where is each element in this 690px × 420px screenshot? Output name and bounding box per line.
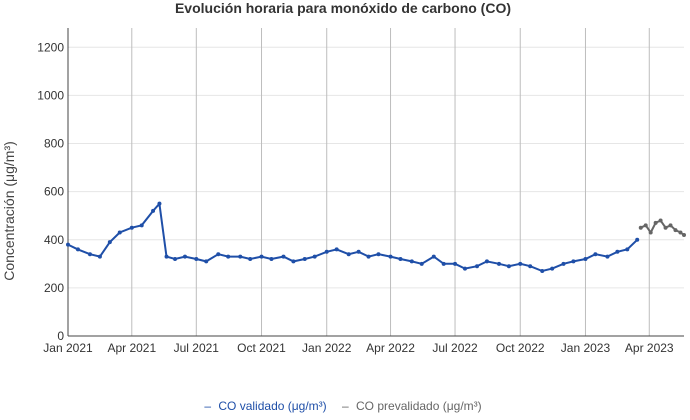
data-point: [388, 254, 393, 259]
data-point: [226, 254, 231, 259]
data-point: [475, 264, 480, 269]
data-point: [204, 259, 209, 264]
data-point: [97, 254, 102, 259]
data-point: [638, 225, 643, 230]
y-tick-label: 400: [44, 233, 64, 247]
data-point: [398, 257, 403, 261]
legend-item-prevalidado[interactable]: – CO prevalidado (μg/m³): [342, 399, 482, 413]
data-point: [173, 257, 178, 261]
data-point: [409, 259, 414, 264]
y-axis-label: Concentración (μg/m³): [1, 141, 17, 281]
data-point: [302, 257, 307, 261]
data-point: [291, 259, 296, 264]
data-point: [540, 269, 545, 274]
data-point: [281, 254, 286, 259]
data-point: [496, 261, 501, 266]
y-tick-label: 1000: [37, 88, 64, 102]
plot-area: [66, 201, 686, 274]
data-point: [248, 257, 253, 261]
data-point: [518, 261, 523, 266]
data-point: [561, 261, 566, 266]
series-0: [66, 201, 640, 274]
data-point: [312, 254, 317, 259]
data-point: [366, 254, 371, 259]
data-point: [157, 201, 162, 206]
data-point: [648, 230, 653, 235]
series-1: [638, 218, 686, 237]
x-tick-label: Jul 2021: [174, 341, 220, 355]
data-point: [324, 249, 329, 254]
legend: – CO validado (μg/m³) – CO prevalidado (…: [0, 399, 690, 413]
data-point: [615, 249, 620, 254]
data-point: [462, 266, 467, 271]
x-tick-label: Apr 2022: [366, 341, 415, 355]
data-point: [87, 252, 92, 257]
data-point: [194, 257, 199, 261]
x-tick-label: Oct 2021: [237, 341, 286, 355]
y-tick-label: 1200: [37, 40, 64, 54]
data-point: [216, 252, 221, 257]
data-point: [117, 230, 122, 235]
y-tick-label: 800: [44, 137, 64, 151]
data-point: [673, 228, 678, 233]
x-tick-label: Jan 2022: [302, 341, 352, 355]
series-line: [67, 201, 638, 273]
data-point: [663, 225, 668, 230]
data-point: [678, 230, 683, 235]
data-point: [605, 254, 610, 259]
data-point: [635, 237, 640, 242]
data-point: [151, 208, 156, 213]
data-point: [107, 240, 112, 245]
x-tick-label: Apr 2021: [107, 341, 156, 355]
data-point: [668, 223, 673, 228]
series-line: [640, 219, 685, 236]
data-point: [506, 264, 511, 269]
data-point: [269, 257, 274, 261]
y-tick-label: 600: [44, 185, 64, 199]
data-point: [238, 254, 243, 259]
chart-title: Evolución horaria para monóxido de carbo…: [175, 0, 511, 16]
data-point: [182, 254, 187, 259]
data-point: [376, 252, 381, 257]
data-point: [682, 232, 686, 237]
x-tick-label: Apr 2023: [625, 341, 674, 355]
data-point: [593, 252, 598, 257]
data-point: [75, 247, 80, 252]
data-point: [453, 261, 458, 266]
legend-item-validado[interactable]: – CO validado (μg/m³): [204, 399, 327, 413]
data-point: [625, 247, 630, 252]
data-point: [550, 266, 555, 271]
x-tick-label: Jan 2023: [561, 341, 611, 355]
grid: [67, 28, 684, 336]
data-point: [129, 225, 134, 230]
data-point: [643, 223, 648, 228]
data-point: [356, 249, 361, 254]
data-point: [484, 259, 489, 264]
x-tick-label: Jul 2022: [432, 341, 478, 355]
data-point: [441, 261, 446, 266]
data-point: [164, 254, 169, 259]
data-point: [346, 252, 351, 257]
data-point: [571, 259, 576, 264]
data-point: [139, 223, 144, 228]
axes: 0 200 400 600 800 1000 1200 Jan 2021 Apr 2021 Jul…: [37, 28, 684, 355]
data-point: [528, 264, 533, 269]
y-tick-label: 200: [44, 281, 64, 295]
y-tick-label: 0: [57, 329, 64, 343]
data-point: [658, 218, 663, 223]
data-point: [431, 254, 436, 259]
x-tick-label: Oct 2022: [496, 341, 545, 355]
data-point: [653, 220, 658, 225]
data-point: [334, 247, 339, 252]
data-point: [583, 257, 588, 261]
data-point: [66, 242, 70, 247]
data-point: [259, 254, 264, 259]
legend-label-validado: CO validado (μg/m³): [218, 399, 327, 413]
data-point: [419, 261, 424, 266]
x-tick-label: Jan 2021: [43, 341, 93, 355]
legend-label-prevalidado: CO prevalidado (μg/m³): [356, 399, 482, 413]
